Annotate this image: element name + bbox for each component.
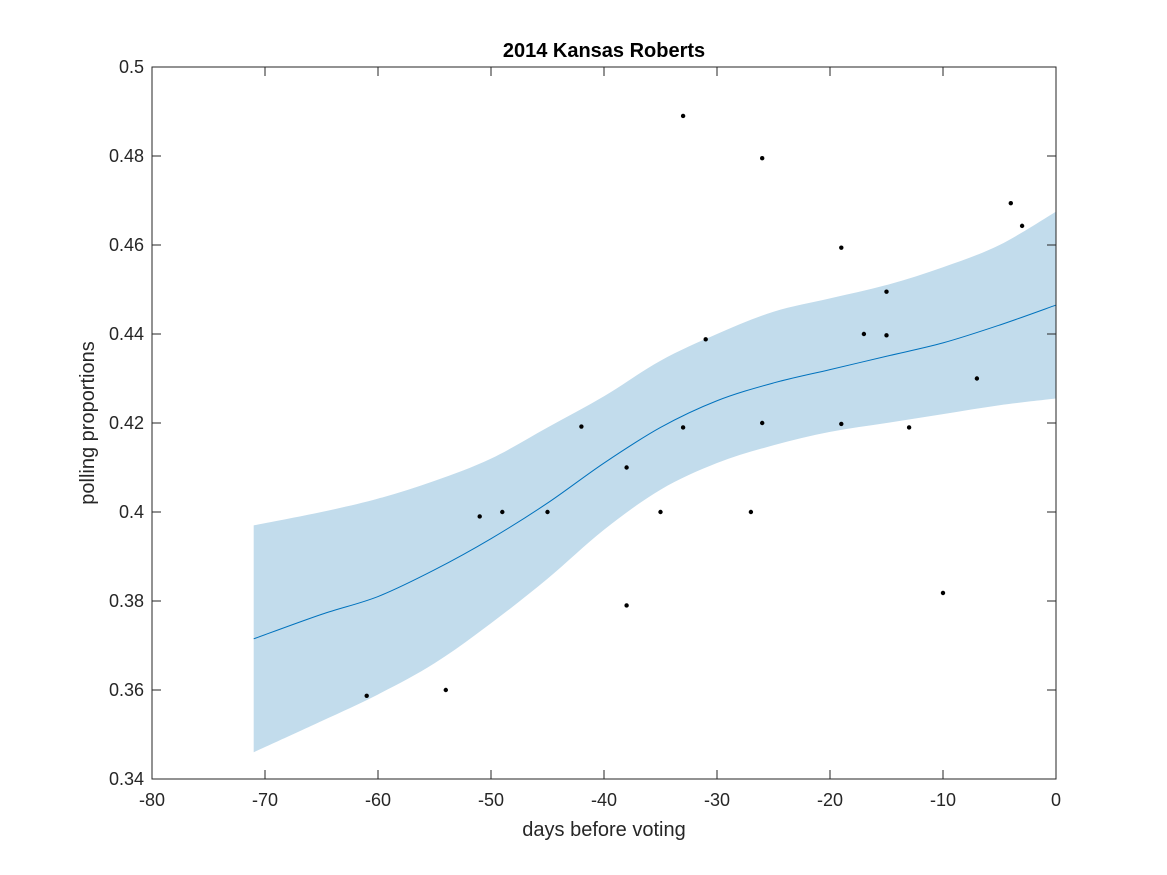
x-tick-label: -70 (252, 790, 278, 810)
data-point (658, 509, 663, 515)
confidence-band (253, 211, 1056, 753)
data-point (364, 693, 369, 698)
data-point (579, 424, 584, 429)
data-point (477, 514, 482, 519)
data-point (680, 113, 686, 119)
data-point (624, 603, 629, 608)
x-tick-label: 0 (1051, 790, 1061, 810)
data-point (500, 509, 505, 515)
y-tick-label: 0.44 (109, 324, 144, 344)
x-tick-label: -20 (817, 790, 843, 810)
data-point (545, 509, 550, 515)
y-tick-label: 0.48 (109, 146, 144, 166)
data-point (906, 425, 912, 430)
data-point (861, 331, 867, 337)
data-point (884, 333, 889, 338)
data-point (760, 156, 765, 161)
data-point (624, 465, 629, 470)
data-point (839, 245, 844, 250)
data-point (1008, 200, 1013, 206)
data-point (940, 590, 946, 596)
data-point (760, 420, 765, 426)
x-tick-label: -50 (478, 790, 504, 810)
y-tick-label: 0.5 (119, 57, 144, 77)
y-axis-label: polling proportions (77, 341, 99, 504)
y-tick-label: 0.46 (109, 235, 144, 255)
data-point (443, 687, 448, 693)
y-tick-label: 0.42 (109, 413, 144, 433)
axis-ticks: -80 -70 -60 -50 -40 -30 -20 -10 0 0.34 0.36 0.38 0.4… (109, 57, 1061, 810)
plot-area (253, 113, 1057, 753)
x-tick-label: -80 (139, 790, 165, 810)
data-point (680, 425, 686, 430)
data-point (1019, 223, 1025, 229)
x-tick-label: -60 (365, 790, 391, 810)
x-tick-label: -40 (591, 790, 617, 810)
y-tick-label: 0.38 (109, 591, 144, 611)
y-tick-label: 0.34 (109, 769, 144, 789)
y-tick-label: 0.36 (109, 680, 144, 700)
data-point (974, 376, 980, 381)
chart-title: 2014 Kansas Roberts (503, 40, 705, 62)
x-axis-label: days before voting (522, 819, 685, 841)
x-tick-label: -10 (930, 790, 956, 810)
data-point (839, 421, 844, 427)
x-tick-label: -30 (704, 790, 730, 810)
data-point (884, 289, 889, 294)
y-tick-label: 0.4 (119, 502, 144, 522)
fit-line (253, 304, 1057, 640)
data-point (703, 337, 708, 342)
data-point (748, 509, 754, 515)
